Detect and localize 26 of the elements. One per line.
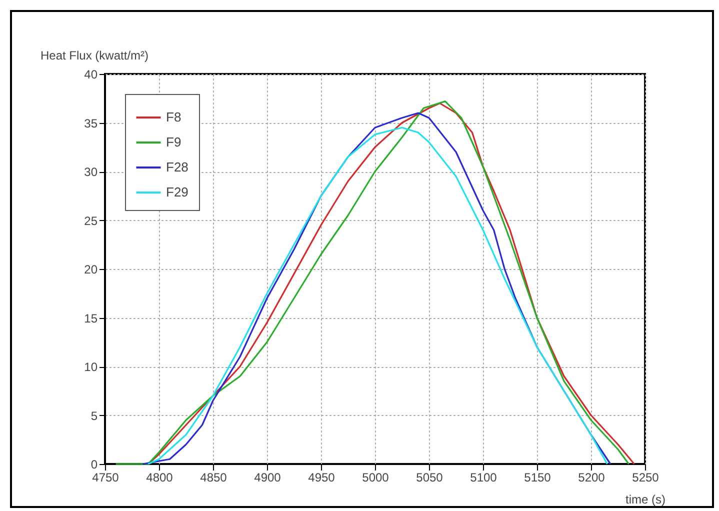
x-tick-label: 4750 xyxy=(92,470,120,484)
legend-label: F28 xyxy=(166,160,188,174)
x-axis-title: time (s) xyxy=(626,492,666,506)
x-tick-label: 5100 xyxy=(470,470,498,484)
y-tick-label: 15 xyxy=(84,311,98,326)
y-tick-label: 25 xyxy=(84,214,98,228)
x-tick-label: 4950 xyxy=(308,470,336,484)
y-tick-label: 35 xyxy=(84,116,98,130)
y-tick-label: 5 xyxy=(90,408,98,423)
legend-label: F8 xyxy=(166,110,182,124)
x-tick-label: 4800 xyxy=(146,470,174,484)
legend-label: F29 xyxy=(166,184,188,200)
legend-label: F9 xyxy=(166,134,182,150)
y-tick-label: 10 xyxy=(84,360,98,374)
y-tick-label: 40 xyxy=(84,68,98,82)
x-tick-label: 5200 xyxy=(578,470,606,484)
x-tick-label: 4850 xyxy=(200,470,228,484)
x-tick-label: 5050 xyxy=(416,470,444,484)
x-tick-label: 5000 xyxy=(362,470,390,484)
y-tick-label: 30 xyxy=(84,165,98,179)
y-tick-label: 0 xyxy=(90,458,98,472)
x-tick-label: 5150 xyxy=(524,470,552,484)
x-tick-label: 4900 xyxy=(254,470,282,484)
x-tick-label: 5250 xyxy=(632,470,660,484)
y-axis-title: Heat Flux (kwatt/m²) xyxy=(40,48,149,62)
y-tick-label: 20 xyxy=(84,262,98,276)
